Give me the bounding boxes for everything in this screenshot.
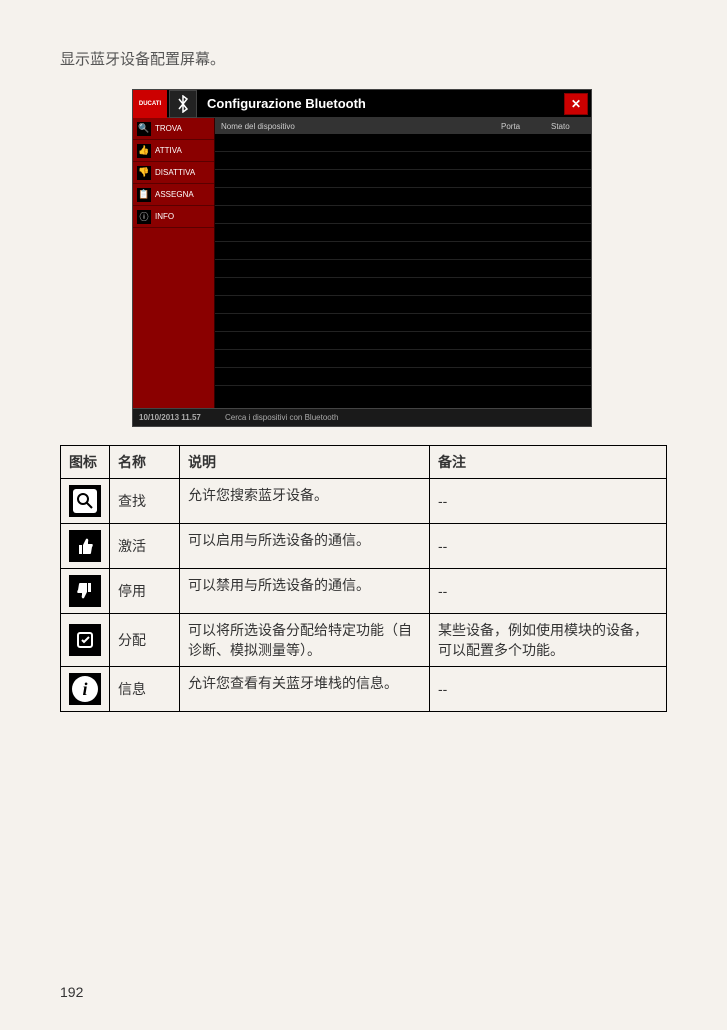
desc-cell: 允许您搜索蓝牙设备。 — [180, 479, 430, 524]
table-row: i 信息允许您查看有关蓝牙堆栈的信息。-- — [61, 667, 667, 712]
bt-sidebar-label: INFO — [155, 212, 174, 221]
thumbs-down-icon — [69, 588, 101, 604]
bt-grid-row — [215, 314, 591, 332]
bt-window-title: Configurazione Bluetooth — [197, 96, 564, 111]
table-row: 分配可以将所选设备分配给特定功能（自诊断、模拟测量等）。某些设备，例如使用模块的… — [61, 614, 667, 667]
bt-sidebar-item[interactable]: 📋 ASSEGNA — [133, 184, 214, 206]
bt-grid-row — [215, 170, 591, 188]
bt-grid-row — [215, 206, 591, 224]
col-header-name: Nome del dispositivo — [215, 122, 501, 131]
icon-cell — [61, 614, 110, 667]
bluetooth-config-window: DUCATI Configurazione Bluetooth ✕ 🔍 TROVA… — [132, 89, 592, 427]
close-button[interactable]: ✕ — [564, 93, 588, 115]
note-cell: 某些设备，例如使用模块的设备，可以配置多个功能。 — [430, 614, 667, 667]
name-cell: 信息 — [110, 667, 180, 712]
bt-sidebar: 🔍 TROVA 👍 ATTIVA 👎 DISATTIVA 📋 ASSEGNA ⓘ INFO — [133, 118, 215, 408]
name-cell: 停用 — [110, 569, 180, 614]
note-cell: -- — [430, 479, 667, 524]
th-name: 名称 — [110, 446, 180, 479]
bt-grid-row — [215, 242, 591, 260]
desc-cell: 可以启用与所选设备的通信。 — [180, 524, 430, 569]
bt-grid-row — [215, 152, 591, 170]
bt-device-grid: Nome del dispositivo Porta Stato — [215, 118, 591, 408]
bt-sidebar-item[interactable]: 👍 ATTIVA — [133, 140, 214, 162]
info-icon: i — [69, 682, 101, 698]
col-header-stato: Stato — [551, 122, 591, 131]
assign-icon — [69, 638, 101, 654]
magnify-icon — [69, 497, 101, 513]
intro-text: 显示蓝牙设备配置屏幕。 — [60, 48, 667, 69]
assegna-icon: 📋 — [137, 188, 151, 202]
desc-cell: 可以将所选设备分配给特定功能（自诊断、模拟测量等）。 — [180, 614, 430, 667]
table-row: 查找允许您搜索蓝牙设备。-- — [61, 479, 667, 524]
col-header-porta: Porta — [501, 122, 551, 131]
bt-grid-row — [215, 188, 591, 206]
bt-sidebar-label: ATTIVA — [155, 146, 182, 155]
trova-icon: 🔍 — [137, 122, 151, 136]
th-desc: 说明 — [180, 446, 430, 479]
th-note: 备注 — [430, 446, 667, 479]
bt-sidebar-item[interactable]: 👎 DISATTIVA — [133, 162, 214, 184]
ducati-logo: DUCATI — [133, 90, 167, 118]
bt-sidebar-label: TROVA — [155, 124, 182, 133]
bt-grid-header: Nome del dispositivo Porta Stato — [215, 118, 591, 134]
th-icon: 图标 — [61, 446, 110, 479]
bt-grid-row — [215, 350, 591, 368]
thumbs-up-icon — [69, 543, 101, 559]
desc-cell: 允许您查看有关蓝牙堆栈的信息。 — [180, 667, 430, 712]
table-row: 停用可以禁用与所选设备的通信。-- — [61, 569, 667, 614]
icon-cell — [61, 524, 110, 569]
name-cell: 查找 — [110, 479, 180, 524]
disattiva-icon: 👎 — [137, 166, 151, 180]
bt-status-time: 10/10/2013 11.57 — [133, 413, 215, 422]
page-number: 192 — [60, 984, 83, 1000]
table-row: 激活可以启用与所选设备的通信。-- — [61, 524, 667, 569]
bt-titlebar: DUCATI Configurazione Bluetooth ✕ — [133, 90, 591, 118]
bt-sidebar-item[interactable]: 🔍 TROVA — [133, 118, 214, 140]
bt-grid-row — [215, 368, 591, 386]
icon-description-table: 图标 名称 说明 备注 查找允许您搜索蓝牙设备。--激活可以启用与所选设备的通信… — [60, 445, 667, 712]
bluetooth-icon — [169, 90, 197, 118]
bt-sidebar-label: DISATTIVA — [155, 168, 195, 177]
icon-cell — [61, 569, 110, 614]
bt-grid-row — [215, 332, 591, 350]
bt-grid-row — [215, 296, 591, 314]
attiva-icon: 👍 — [137, 144, 151, 158]
bt-sidebar-label: ASSEGNA — [155, 190, 194, 199]
bt-grid-row — [215, 260, 591, 278]
bt-status-msg: Cerca i dispositivi con Bluetooth — [215, 413, 338, 422]
bt-grid-row — [215, 278, 591, 296]
bt-sidebar-item[interactable]: ⓘ INFO — [133, 206, 214, 228]
desc-cell: 可以禁用与所选设备的通信。 — [180, 569, 430, 614]
bt-statusbar: 10/10/2013 11.57 Cerca i dispositivi con… — [133, 408, 591, 426]
note-cell: -- — [430, 667, 667, 712]
icon-cell: i — [61, 667, 110, 712]
note-cell: -- — [430, 524, 667, 569]
icon-cell — [61, 479, 110, 524]
note-cell: -- — [430, 569, 667, 614]
name-cell: 激活 — [110, 524, 180, 569]
bt-grid-row — [215, 224, 591, 242]
info-icon: ⓘ — [137, 210, 151, 224]
name-cell: 分配 — [110, 614, 180, 667]
bt-grid-row — [215, 134, 591, 152]
